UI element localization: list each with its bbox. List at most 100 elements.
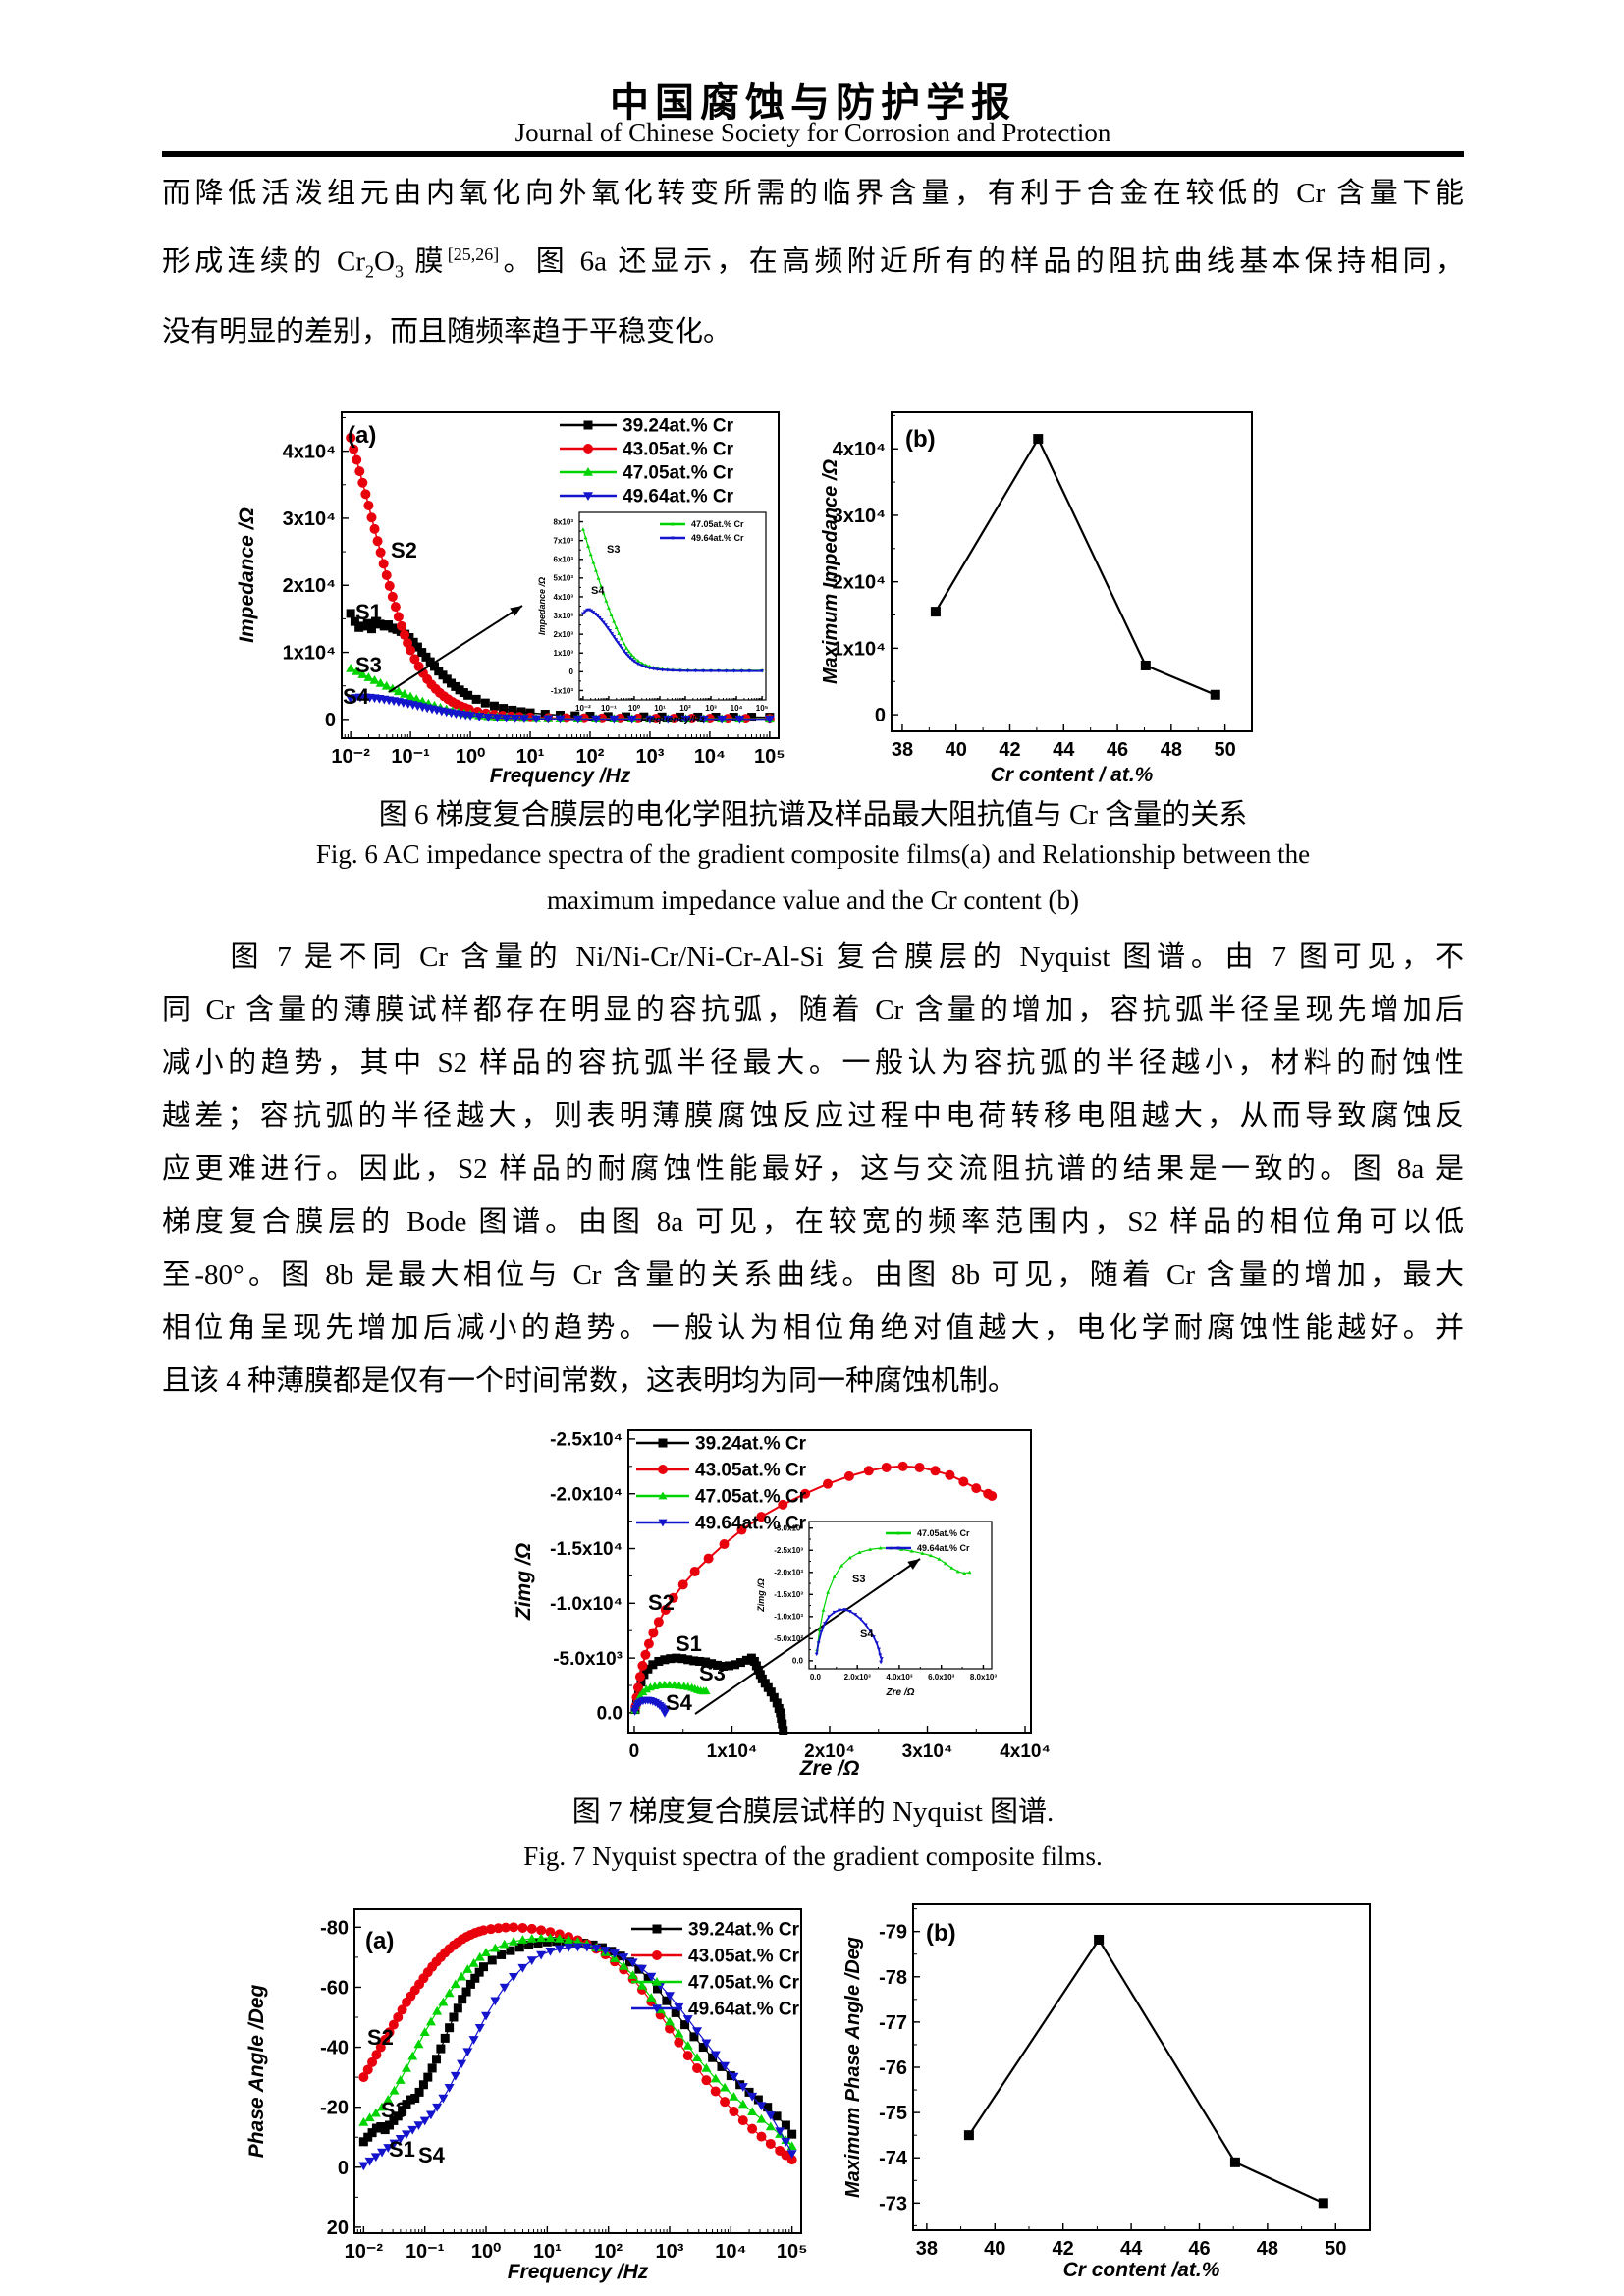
svg-text:39.24at.% Cr: 39.24at.% Cr [695,1434,807,1455]
svg-text:8x10³: 8x10³ [554,517,574,526]
svg-text:10⁵: 10⁵ [777,2241,808,2263]
svg-text:2x10³: 2x10³ [554,630,574,639]
svg-text:10¹: 10¹ [516,746,545,768]
svg-text:46: 46 [1188,2238,1210,2260]
svg-text:10³: 10³ [705,704,717,713]
svg-text:S4: S4 [343,684,370,709]
paragraph-line: 形成连续的 Cr2O3 膜[25,26]。图 6a 还显示，在高频附近所有的样品… [162,244,1464,282]
svg-text:Frequency /Hz: Frequency /Hz [508,2261,649,2283]
svg-text:49.64at.% Cr: 49.64at.% Cr [688,2000,800,2020]
svg-text:10³: 10³ [635,746,664,768]
svg-text:10⁰: 10⁰ [628,704,641,713]
svg-text:10⁰: 10⁰ [471,2241,501,2263]
svg-text:-1x10³: -1x10³ [551,686,573,695]
svg-text:0: 0 [875,705,886,726]
svg-text:(a): (a) [348,422,376,449]
journal-title-en: Journal of Chinese Society for Corrosion… [514,118,1111,147]
svg-text:10⁻¹: 10⁻¹ [406,2241,445,2263]
svg-text:10²: 10² [576,746,605,768]
svg-text:S1: S1 [355,600,382,624]
svg-text:39.24at.% Cr: 39.24at.% Cr [623,416,734,437]
svg-text:10⁴: 10⁴ [694,746,726,768]
svg-text:0: 0 [569,667,574,676]
figure-7-nyquist-chart: 0 1x10⁴ 2x10⁴ 3x10⁴ 4x10⁴ 0.0 -5.0x10³ -1.0x10⁴… [513,1429,1051,1780]
svg-text:2x10⁴: 2x10⁴ [833,572,886,594]
svg-text:47.05at.% Cr: 47.05at.% Cr [917,1528,970,1538]
svg-text:10⁴: 10⁴ [731,704,743,713]
svg-text:(b): (b) [926,1920,956,1947]
svg-text:48: 48 [1161,739,1182,761]
svg-text:47.05at.% Cr: 47.05at.% Cr [691,519,744,529]
svg-text:10⁻²: 10⁻² [331,746,370,768]
svg-text:S3: S3 [699,1661,726,1685]
svg-text:Zimg /Ω: Zimg /Ω [513,1543,535,1621]
svg-text:-5.0x10³: -5.0x10³ [553,1649,623,1670]
svg-text:4x10³: 4x10³ [554,593,574,602]
svg-text:-1.5x10³: -1.5x10³ [774,1590,803,1599]
svg-text:10⁻¹: 10⁻¹ [391,746,430,768]
svg-text:-1.0x10³: -1.0x10³ [774,1613,803,1622]
svg-text:38: 38 [916,2238,938,2260]
figure-6a-impedance-spectra-chart: 10⁻² 10⁻¹ 10⁰ 10¹ 10² 10³ 10⁴ 10⁵ 0 1x10⁴ 2x10⁴ 3x1… [236,411,785,787]
svg-text:49.64at.% Cr: 49.64at.% Cr [623,487,734,507]
svg-text:-5.0x10²: -5.0x10² [774,1634,803,1643]
svg-text:-2.5x10⁴: -2.5x10⁴ [550,1430,623,1451]
svg-text:-20: -20 [320,2098,349,2119]
svg-text:42: 42 [999,739,1020,761]
svg-text:Zimg /Ω: Zimg /Ω [756,1578,766,1613]
svg-text:10⁵: 10⁵ [754,746,785,768]
svg-text:Frequency /Hz: Frequency /Hz [490,765,631,787]
svg-text:10⁴: 10⁴ [715,2241,746,2263]
svg-text:0: 0 [338,2158,349,2179]
svg-text:-77: -77 [879,2012,907,2034]
fig7-caption-zh: 图 7 梯度复合膜层试样的 Nyquist 图谱. [571,1796,1055,1828]
svg-text:0.0: 0.0 [792,1657,804,1666]
svg-text:0: 0 [325,710,336,731]
svg-text:43.05at.% Cr: 43.05at.% Cr [623,440,734,460]
svg-text:10¹: 10¹ [654,704,666,713]
svg-text:-73: -73 [879,2193,907,2215]
svg-text:-40: -40 [320,2038,349,2059]
svg-text:1x10⁴: 1x10⁴ [283,643,336,665]
svg-text:6.0x10³: 6.0x10³ [928,1673,954,1682]
svg-text:(a): (a) [365,1928,394,1954]
figure-8a-phase-angle-chart: 10⁻² 10⁻¹ 10⁰ 10¹ 10² 10³ 10⁴ 10⁵ -80 -60 -40 -20 0 2… [245,1908,808,2283]
svg-text:10⁻²: 10⁻² [575,704,591,713]
paragraph-line: 图 7 是不同 Cr 含量的 Ni/Ni-Cr/Ni-Cr-Al-Si 复合膜层… [162,941,1464,973]
svg-text:S4: S4 [860,1629,874,1640]
svg-text:Phase Angle /Deg: Phase Angle /Deg [245,1985,268,2159]
svg-text:49.64at.% Cr: 49.64at.% Cr [917,1543,970,1553]
fig6-caption-en-line1: Fig. 6 AC impedance spectra of the gradi… [315,839,1311,869]
svg-text:4x10⁴: 4x10⁴ [1000,1741,1051,1762]
svg-text:Impedance /Ω: Impedance /Ω [236,507,258,643]
svg-text:3x10³: 3x10³ [554,612,574,620]
svg-text:3x10⁴: 3x10⁴ [833,506,886,527]
paragraph-line: 应更难进行。因此，S2 样品的耐腐蚀性能最好，这与交流阻抗谱的结果是一致的。图 … [162,1153,1464,1185]
svg-text:-2.0x10⁴: -2.0x10⁴ [550,1484,623,1505]
svg-text:3x10⁴: 3x10⁴ [283,508,336,530]
svg-text:10⁻¹: 10⁻¹ [601,704,617,713]
svg-text:10²: 10² [679,704,691,713]
paragraph-line: 梯度复合膜层的 Bode 图谱。由图 8a 可见，在较宽的频率范围内，S2 样品… [162,1206,1464,1238]
journal-title-zh: 中国腐蚀与防护学报 [610,80,1016,125]
svg-text:1x10⁴: 1x10⁴ [833,638,886,660]
fig6-caption-en-line2: maximum impedance value and the Cr conte… [546,885,1080,915]
paragraph-line: 且该 4 种薄膜都是仅有一个时间常数，这表明均为同一种腐蚀机制。 [162,1365,1017,1397]
svg-text:4.0x10³: 4.0x10³ [886,1673,912,1682]
svg-text:44: 44 [1053,739,1075,761]
svg-text:43.05at.% Cr: 43.05at.% Cr [688,1947,800,1967]
svg-text:S2: S2 [648,1590,675,1615]
paragraph-line: 同 Cr 含量的薄膜试样都存在明显的容抗弧，随着 Cr 含量的增加，容抗弧半径呈… [162,994,1464,1026]
svg-text:3x10⁴: 3x10⁴ [902,1741,953,1762]
svg-text:Zre /Ω: Zre /Ω [799,1757,860,1780]
header-rule [162,151,1464,157]
svg-text:0.0: 0.0 [810,1673,822,1682]
svg-text:-2.5x10³: -2.5x10³ [774,1546,803,1555]
svg-text:44: 44 [1120,2238,1143,2260]
svg-text:49.64at.% Cr: 49.64at.% Cr [691,533,744,543]
svg-text:46: 46 [1107,739,1128,761]
svg-text:5x10³: 5x10³ [554,574,574,583]
figure-8b-max-phase-vs-cr-chart: 38 40 42 44 46 48 50 -79 -78 -77 -76 -75 -74 -73 (b) Cr… [842,1903,1371,2281]
svg-text:Maximum Phase Angle /Deg: Maximum Phase Angle /Deg [842,1937,864,2198]
